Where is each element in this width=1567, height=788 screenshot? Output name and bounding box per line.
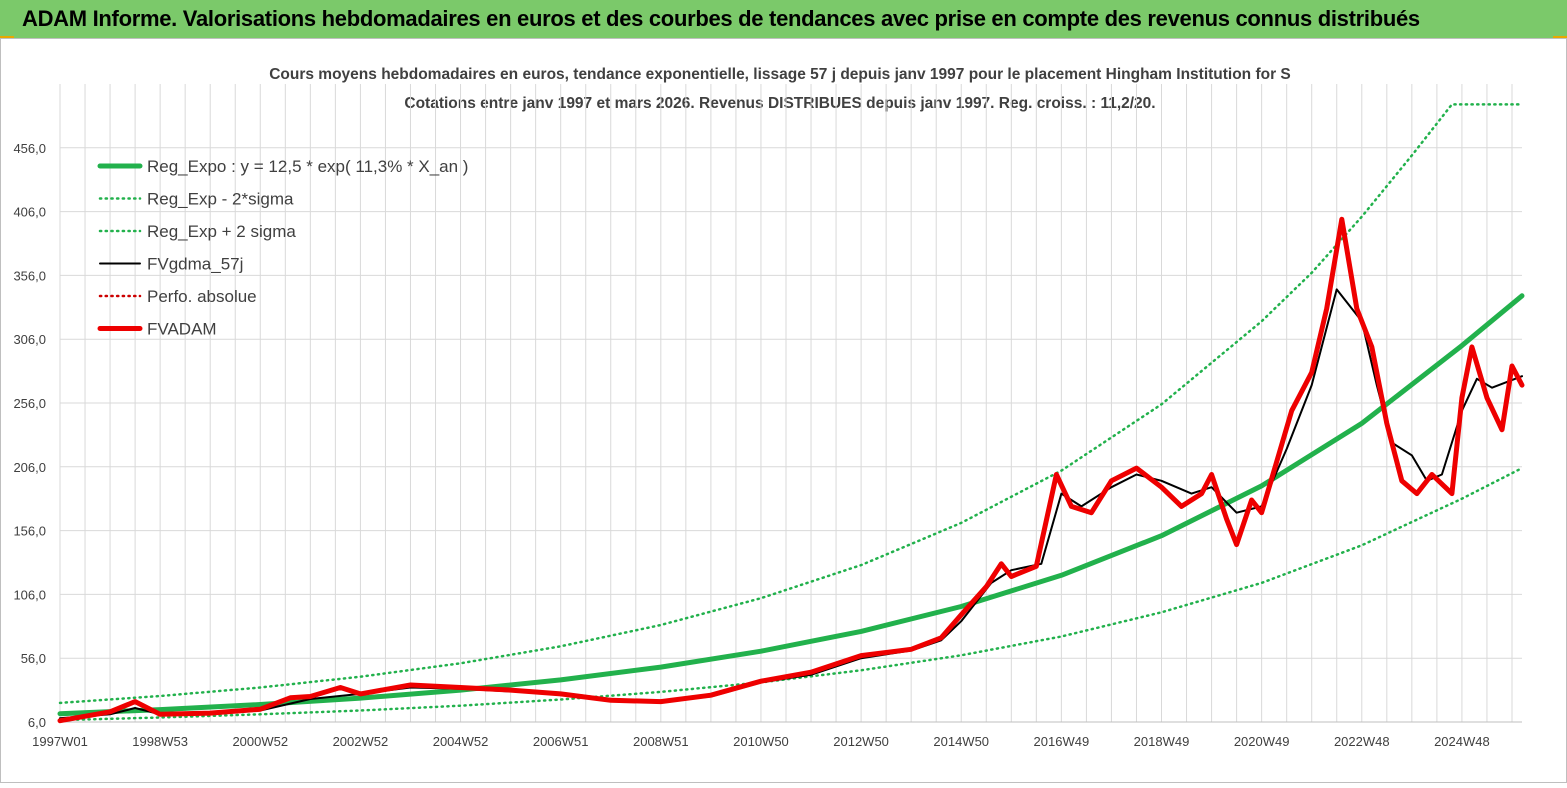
y-tick-label: 256,0 [13, 396, 46, 411]
legend-label: Perfo. absolue [147, 287, 257, 306]
y-tick-label: 206,0 [13, 460, 46, 475]
y-tick-label: 456,0 [13, 141, 46, 156]
x-tick-label: 2020W49 [1234, 734, 1290, 749]
y-tick-label: 356,0 [13, 268, 46, 283]
y-tick-label: 406,0 [13, 205, 46, 220]
x-tick-label: 2014W50 [933, 734, 989, 749]
legend: Reg_Expo : y = 12,5 * exp( 11,3% * X_an … [97, 157, 468, 339]
x-tick-label: 2000W52 [232, 734, 288, 749]
x-tick-label: 2002W52 [333, 734, 389, 749]
legend-label: Reg_Exp - 2*sigma [147, 190, 294, 209]
x-tick-label: 2006W51 [533, 734, 589, 749]
series-layer [57, 103, 1525, 724]
x-tick-label: 2016W49 [1034, 734, 1090, 749]
legend-label: Reg_Exp + 2 sigma [147, 222, 296, 241]
x-tick-label: 1998W53 [132, 734, 188, 749]
chart-frame: Cours moyens hebdomadaires en euros, ten… [0, 38, 1567, 783]
banner: ADAM Informe. Valorisations hebdomadaire… [0, 0, 1567, 38]
y-tick-label: 6,0 [28, 715, 46, 730]
chart-title: Cours moyens hebdomadaires en euros, ten… [269, 66, 1291, 83]
x-tick-label: 2012W50 [833, 734, 889, 749]
banner-title: ADAM Informe. Valorisations hebdomadaire… [22, 6, 1420, 31]
axes: 6,0 56,0 106,0 156,0 206,0 256,0 306,0 356,0 406… [13, 141, 1522, 749]
y-tick-label: 156,0 [13, 524, 46, 539]
x-tick-label: 2010W50 [733, 734, 789, 749]
chart-svg: Cours moyens hebdomadaires en euros, ten… [0, 38, 1567, 783]
y-tick-label: 106,0 [13, 587, 46, 602]
series-line-0 [57, 293, 1525, 717]
legend-label: FVgdma_57j [147, 255, 243, 274]
x-tick-label: 2022W48 [1334, 734, 1390, 749]
grid [59, 84, 1522, 723]
x-tick-label: 2024W48 [1434, 734, 1490, 749]
x-tick-label: 1997W01 [32, 734, 88, 749]
y-tick-label: 56,0 [21, 651, 46, 666]
legend-label: FVADAM [147, 320, 217, 339]
legend-label: Reg_Expo : y = 12,5 * exp( 11,3% * X_an … [147, 157, 468, 176]
chart-subtitle: Cotations entre janv 1997 et mars 2026. … [404, 95, 1155, 112]
x-tick-label: 2004W52 [433, 734, 489, 749]
x-tick-label: 2018W49 [1134, 734, 1190, 749]
series-line-1 [58, 466, 1524, 722]
y-tick-label: 306,0 [13, 332, 46, 347]
series-line-4 [57, 216, 1525, 724]
x-tick-label: 2008W51 [633, 734, 689, 749]
series-line-2 [58, 103, 1524, 705]
